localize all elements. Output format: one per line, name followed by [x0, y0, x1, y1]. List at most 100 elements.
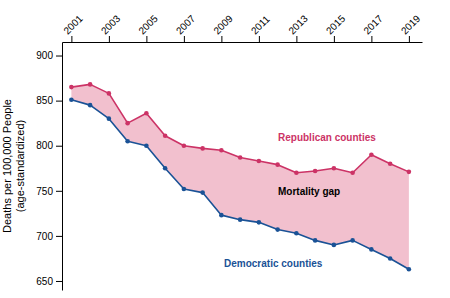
point — [144, 111, 149, 116]
point — [182, 143, 187, 148]
x-tick-label: 2005 — [136, 13, 160, 37]
point — [200, 146, 205, 151]
x-tick-label: 2007 — [174, 13, 198, 37]
y-tick: 700 — [36, 231, 62, 242]
annotation: Republican counties — [278, 132, 376, 143]
x-tick: 2003 — [99, 13, 123, 42]
annotations: Republican counties Mortality gap Democrat… — [224, 132, 376, 269]
x-tick: 2013 — [286, 13, 310, 42]
y-axis: 650 700 750 800 850 900 — [36, 43, 62, 291]
point — [275, 227, 280, 232]
point — [257, 159, 262, 164]
y-tick: 900 — [36, 50, 62, 61]
y-tick: 750 — [36, 186, 62, 197]
x-tick-mark — [259, 36, 260, 42]
point — [388, 161, 393, 166]
x-tick-mark — [409, 36, 410, 42]
point — [238, 155, 243, 160]
y-tick-mark — [56, 146, 62, 147]
x-tick-label: 2003 — [99, 13, 123, 37]
point — [294, 170, 299, 175]
gap-area — [71, 84, 409, 269]
series-line — [71, 100, 409, 270]
point — [257, 220, 262, 225]
x-axis: 2001 2003 2005 2007 2009 2011 2013 2015 2017 2019 — [61, 13, 422, 43]
x-tick-mark — [221, 36, 222, 42]
x-tick-mark — [146, 36, 147, 42]
x-tick: 2015 — [324, 13, 348, 42]
x-tick-mark — [371, 36, 372, 42]
x-tick-label: 2017 — [361, 13, 385, 37]
x-tick: 2017 — [361, 13, 385, 42]
y-tick: 800 — [36, 140, 62, 151]
point — [369, 152, 374, 157]
y-tick: 650 — [36, 276, 62, 287]
x-tick: 2011 — [249, 13, 272, 42]
x-tick-mark — [296, 36, 297, 42]
point — [182, 187, 187, 192]
point — [407, 170, 412, 175]
point — [388, 256, 393, 261]
point — [163, 166, 168, 171]
x-tick: 2019 — [399, 13, 423, 42]
point — [200, 190, 205, 195]
annotation: Democratic counties — [224, 258, 323, 269]
y-tick-label: 700 — [36, 231, 53, 242]
point — [238, 217, 243, 222]
x-tick-label: 2015 — [324, 13, 348, 37]
y-tick-mark — [56, 191, 62, 192]
y-tick-label: 850 — [36, 95, 53, 106]
point — [88, 103, 93, 108]
point — [69, 97, 74, 102]
point — [163, 133, 168, 138]
y-tick: 850 — [36, 95, 62, 106]
marks — [69, 82, 411, 271]
x-tick-label: 2013 — [286, 13, 310, 37]
x-tick-mark — [71, 36, 72, 42]
annotation: Mortality gap — [278, 186, 340, 197]
x-tick: 2009 — [211, 13, 235, 42]
plot-area: 2001 2003 2005 2007 2009 2011 2013 2015 2017 2019… — [1, 13, 423, 291]
point — [107, 116, 112, 121]
point — [350, 238, 355, 243]
point — [69, 85, 74, 90]
y-tick-mark — [56, 56, 62, 57]
point — [219, 213, 224, 218]
x-tick-label: 2001 — [61, 13, 85, 37]
point — [275, 162, 280, 167]
point — [332, 166, 337, 171]
x-tick: 2001 — [61, 13, 85, 42]
y-tick-label: 800 — [36, 140, 53, 151]
y-axis-label-line: (age-standardized) — [14, 120, 26, 212]
point — [125, 139, 130, 144]
y-axis-line — [62, 43, 63, 291]
point — [219, 148, 224, 153]
y-tick-mark — [56, 281, 62, 282]
series-line — [71, 84, 409, 172]
point — [294, 231, 299, 236]
x-tick-label: 2019 — [399, 13, 423, 37]
point — [350, 170, 355, 175]
point — [313, 238, 318, 243]
y-tick-mark — [56, 101, 62, 102]
point — [107, 91, 112, 96]
y-axis-label-line: Deaths per 100,000 People — [1, 99, 13, 233]
point — [144, 143, 149, 148]
x-tick: 2007 — [174, 13, 198, 42]
y-tick-label: 650 — [36, 276, 53, 287]
x-tick: 2005 — [136, 13, 160, 42]
y-tick-label: 750 — [36, 186, 53, 197]
y-tick-mark — [56, 236, 62, 237]
point — [407, 267, 412, 272]
y-axis-label: Deaths per 100,000 People(age-standardiz… — [1, 99, 26, 233]
chart: 2001 2003 2005 2007 2009 2011 2013 2015 2017 2019… — [0, 0, 450, 298]
x-tick-mark — [184, 36, 185, 42]
x-tick-mark — [334, 36, 335, 42]
point — [125, 121, 130, 126]
x-tick-label: 2009 — [211, 13, 235, 37]
y-tick-label: 900 — [36, 50, 53, 61]
point — [313, 169, 318, 174]
x-tick-label: 2011 — [249, 13, 272, 36]
point — [369, 247, 374, 252]
x-axis-line — [63, 42, 423, 43]
